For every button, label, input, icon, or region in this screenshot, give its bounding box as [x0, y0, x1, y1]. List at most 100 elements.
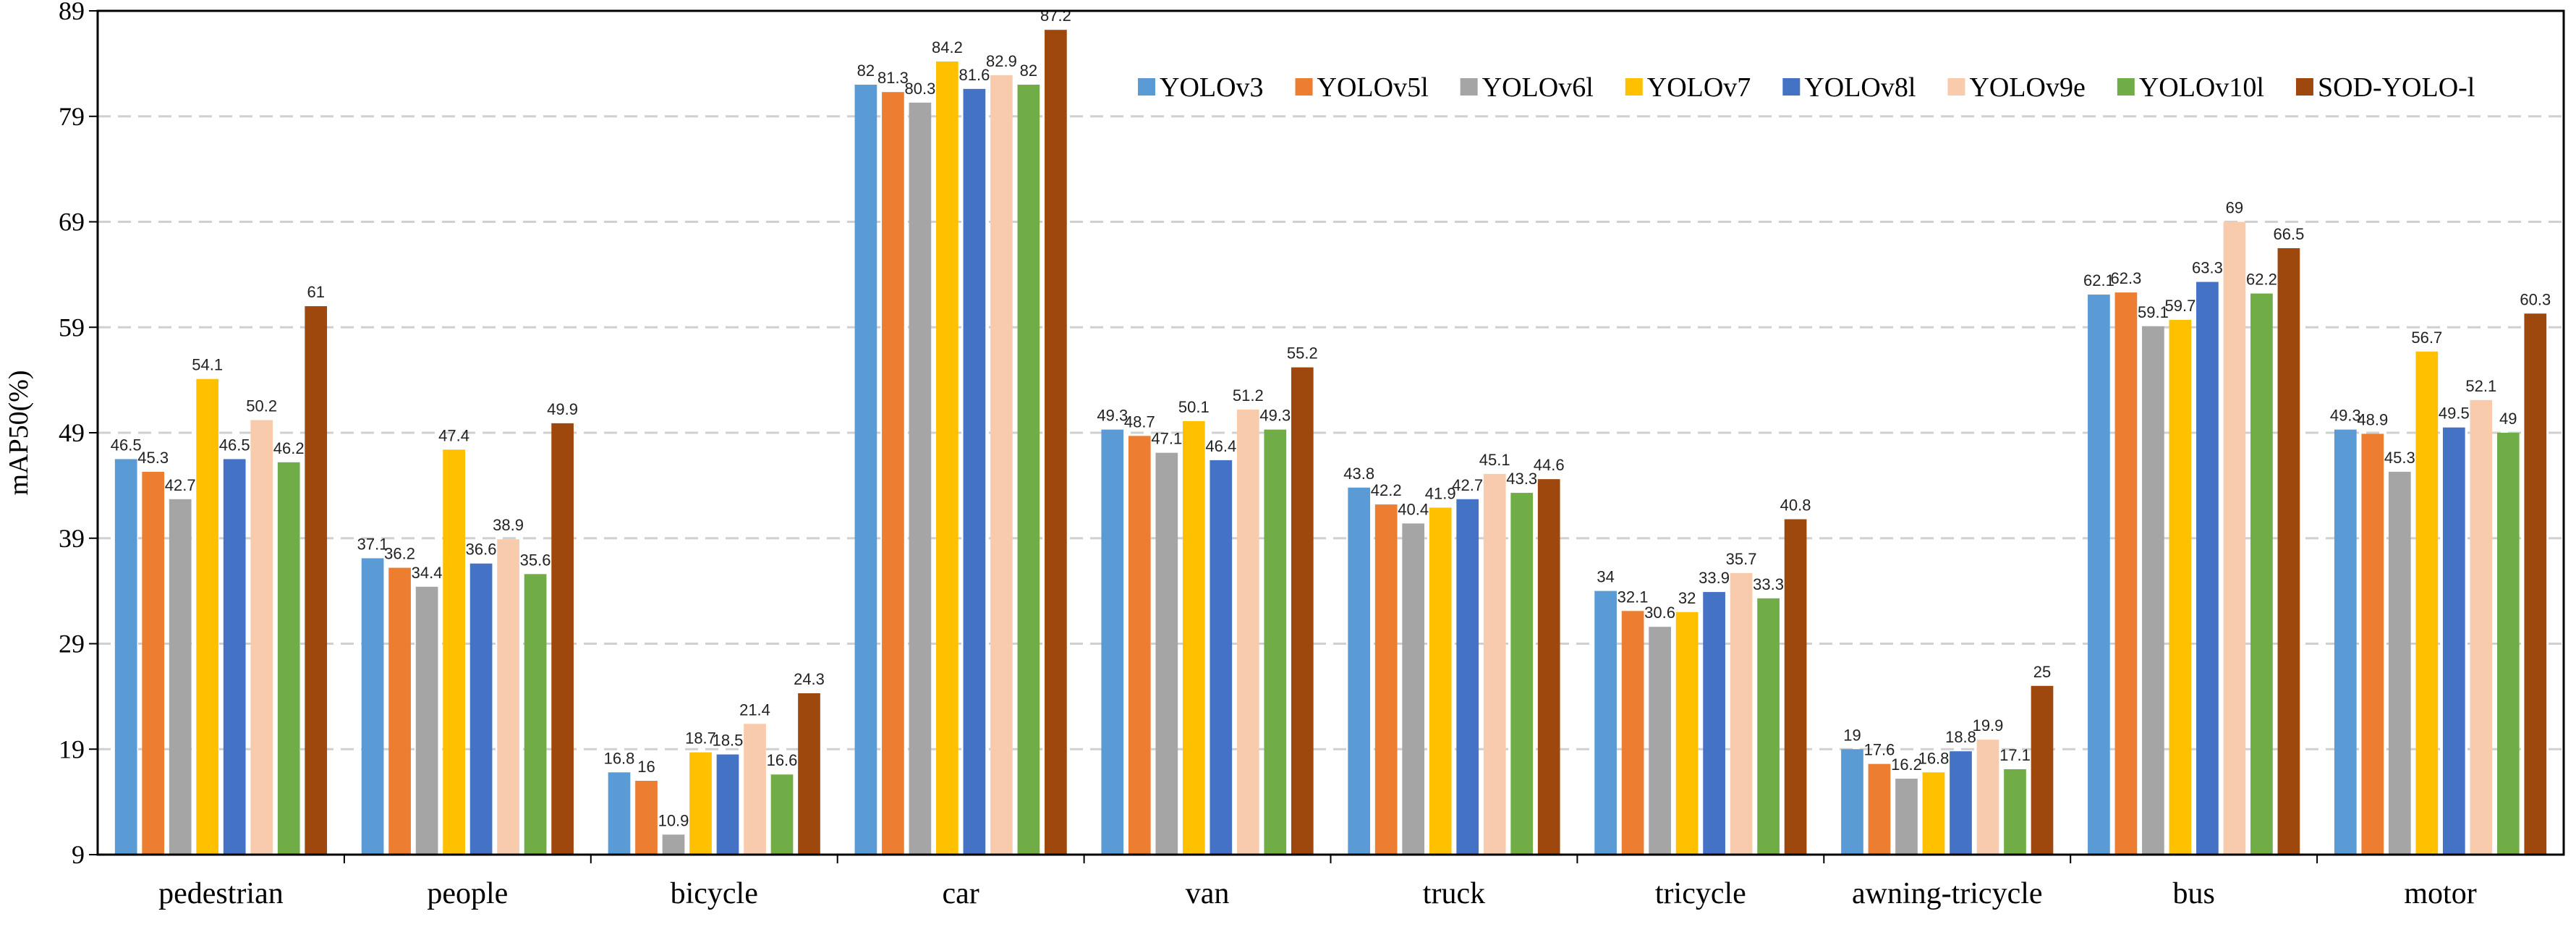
data-label-YOLOv6l-awning-tricycle: 16.2: [1891, 755, 1922, 774]
y-tick-label: 59: [59, 313, 85, 342]
bar-YOLOv7-motor: [2415, 351, 2439, 855]
bar-YOLOv9e-pedestrian: [250, 420, 273, 855]
y-tick-label: 19: [59, 735, 85, 763]
legend-swatch: [1625, 78, 1643, 96]
bar-YOLOv9e-tricycle: [1730, 572, 1753, 855]
data-label-YOLOv10l-bicycle: 16.6: [767, 751, 798, 769]
bar-YOLOv5l-awning-tricycle: [1868, 763, 1891, 855]
x-tick-label-motor: motor: [2404, 877, 2476, 910]
data-label-YOLOv6l-pedestrian: 42.7: [165, 476, 196, 494]
data-label-YOLOv3-awning-tricycle: 19: [1843, 726, 1861, 744]
data-label-YOLOv6l-bicycle: 10.9: [658, 811, 689, 829]
data-label-YOLOv8l-people: 36.6: [466, 541, 497, 559]
bar-YOLOv6l-motor: [2388, 471, 2411, 855]
data-label-SOD-YOLO-l-bus: 66.5: [2273, 225, 2304, 243]
bar-YOLOv5l-bus: [2114, 292, 2138, 855]
bar-YOLOv6l-awning-tricycle: [1895, 779, 1918, 855]
x-tick-label-car: car: [943, 877, 979, 910]
data-label-YOLOv7-car: 84.2: [932, 38, 963, 56]
bar-YOLOv5l-motor: [2361, 433, 2384, 855]
bar-SOD-YOLO-l-bicycle: [798, 693, 820, 855]
data-label-YOLOv3-motor: 49.3: [2330, 407, 2361, 425]
bar-YOLOv9e-truck: [1483, 473, 1506, 855]
data-label-YOLOv7-awning-tricycle: 16.8: [1918, 749, 1950, 767]
bar-SOD-YOLO-l-car: [1045, 30, 1067, 855]
bar-YOLOv6l-pedestrian: [169, 499, 192, 855]
bar-YOLOv10l-pedestrian: [277, 462, 300, 855]
data-label-YOLOv6l-car: 80.3: [904, 80, 935, 98]
bar-YOLOv3-bicycle: [608, 772, 631, 855]
bar-YOLOv10l-awning-tricycle: [2004, 769, 2026, 855]
y-tick-label: 69: [59, 208, 85, 237]
data-label-YOLOv9e-car: 82.9: [986, 52, 1017, 70]
data-label-YOLOv9e-bicycle: 21.4: [739, 700, 770, 719]
data-label-YOLOv5l-bicycle: 16: [637, 758, 655, 776]
data-label-YOLOv10l-tricycle: 33.3: [1753, 575, 1784, 593]
data-label-YOLOv7-bicycle: 18.7: [685, 729, 716, 748]
data-label-YOLOv9e-bus: 69: [2226, 199, 2243, 217]
y-tick-label: 49: [59, 418, 85, 447]
legend-label: SOD-YOLO-l: [2318, 72, 2475, 103]
bar-YOLOv7-tricycle: [1675, 611, 1699, 855]
bar-YOLOv10l-tricycle: [1757, 598, 1780, 855]
data-label-YOLOv9e-awning-tricycle: 19.9: [1973, 716, 2004, 735]
bar-YOLOv10l-bus: [2250, 293, 2273, 855]
bar-YOLOv7-car: [936, 61, 958, 855]
x-tick-label-truck: truck: [1423, 877, 1485, 910]
y-tick-label: 89: [59, 0, 85, 25]
data-label-YOLOv5l-car: 81.3: [877, 69, 909, 87]
bar-YOLOv3-motor: [2334, 429, 2357, 855]
y-tick-label: 39: [59, 524, 85, 553]
bars: [114, 30, 2547, 855]
legend-label: YOLOv6l: [1482, 72, 1594, 103]
bar-YOLOv7-bus: [2169, 320, 2192, 855]
bar-SOD-YOLO-l-pedestrian: [305, 306, 328, 855]
data-label-YOLOv5l-pedestrian: 45.3: [137, 449, 169, 467]
data-label-YOLOv5l-awning-tricycle: 17.6: [1864, 741, 1895, 759]
bar-SOD-YOLO-l-people: [551, 423, 574, 855]
legend-swatch: [1782, 78, 1801, 96]
x-tick-label-awning-tricycle: awning-tricycle: [1852, 877, 2043, 910]
bar-YOLOv8l-people: [469, 563, 493, 855]
bar-YOLOv7-van: [1182, 420, 1205, 855]
x-tick-label-van: van: [1186, 877, 1230, 910]
bar-YOLOv5l-truck: [1374, 504, 1398, 855]
data-label-YOLOv10l-car: 82: [1020, 62, 1037, 80]
bar-YOLOv3-people: [361, 558, 384, 855]
bar-YOLOv5l-pedestrian: [142, 471, 165, 855]
bar-YOLOv10l-motor: [2496, 433, 2520, 855]
data-label-SOD-YOLO-l-awning-tricycle: 25: [2033, 663, 2051, 681]
bar-YOLOv9e-bus: [2223, 221, 2246, 855]
data-label-YOLOv3-van: 49.3: [1097, 407, 1128, 425]
bar-YOLOv5l-bicycle: [635, 780, 658, 855]
legend-swatch: [1138, 78, 1155, 96]
data-label-YOLOv5l-van: 48.7: [1124, 412, 1155, 431]
y-tick-label: 9: [72, 840, 85, 869]
y-tick-label: 29: [59, 630, 85, 659]
data-label-YOLOv5l-tricycle: 32.1: [1618, 588, 1649, 606]
bar-YOLOv6l-truck: [1402, 523, 1425, 855]
legend-label: YOLOv8l: [1804, 72, 1916, 103]
data-label-YOLOv9e-truck: 45.1: [1479, 451, 1510, 469]
bar-YOLOv8l-van: [1210, 460, 1233, 855]
legend-swatch: [1947, 78, 1965, 96]
y-tick-label: 79: [59, 102, 85, 131]
data-label-YOLOv8l-bicycle: 18.5: [713, 732, 744, 750]
data-label-SOD-YOLO-l-people: 49.9: [547, 400, 578, 418]
legend-entry-YOLOv7: YOLOv7: [1625, 72, 1751, 103]
data-label-YOLOv7-van: 50.1: [1178, 398, 1210, 416]
data-label-YOLOv7-tricycle: 32: [1678, 589, 1696, 607]
data-label-YOLOv7-truck: 41.9: [1425, 484, 1456, 502]
data-label-YOLOv9e-van: 51.2: [1233, 386, 1264, 405]
x-tick-label-pedestrian: pedestrian: [158, 877, 284, 910]
bar-SOD-YOLO-l-awning-tricycle: [2031, 685, 2054, 855]
bar-YOLOv10l-people: [524, 574, 547, 855]
data-label-YOLOv6l-truck: 40.4: [1398, 500, 1429, 518]
bar-YOLOv7-people: [443, 449, 465, 855]
data-label-YOLOv7-people: 47.4: [438, 426, 469, 444]
data-label-YOLOv8l-tricycle: 33.9: [1699, 569, 1730, 587]
data-label-YOLOv9e-people: 38.9: [493, 516, 524, 534]
x-tick-label-bus: bus: [2172, 877, 2214, 910]
data-label-SOD-YOLO-l-van: 55.2: [1287, 344, 1318, 363]
